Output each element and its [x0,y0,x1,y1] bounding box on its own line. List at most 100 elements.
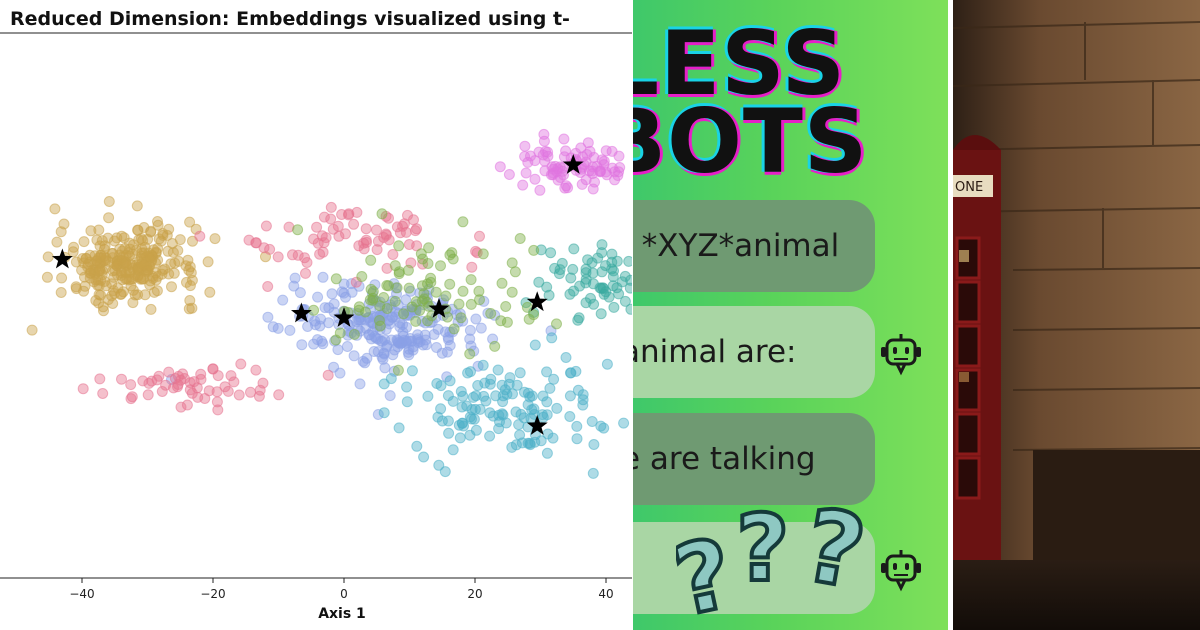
scatter-point [551,402,563,414]
scatter-point [260,220,272,232]
scatter-point [325,201,337,213]
scatter-point [300,267,311,279]
scatter-point [392,364,404,376]
scatter-point [168,382,179,394]
scatter-point [557,162,569,174]
scatter-point [420,339,432,351]
scatter-point [465,274,477,286]
scatter-point [389,260,401,272]
scatter-point [466,261,478,273]
scatter-point [137,235,149,246]
scatter-point [222,385,234,397]
scatter-point [474,294,485,306]
scatter-point [538,135,550,147]
scatter-point [88,276,100,288]
scatter-point [358,243,370,255]
scatter-point [511,379,523,391]
scatter-point [411,223,423,235]
scatter-point [381,280,393,291]
scatter-point [587,467,599,479]
scatter-point [334,367,346,379]
scatter-point [68,241,80,253]
scatter-point [348,218,360,230]
scatter-point [462,367,474,379]
scatter-point [586,416,598,427]
chat-bubble-3: e are talking [633,413,875,505]
scatter-point [372,346,384,358]
scatter-point [608,265,619,277]
scatter-point [186,302,198,314]
scatter-point [435,380,447,392]
scatter-point [398,308,409,320]
scatter-point [504,372,516,384]
scatter-point [131,200,143,212]
scatter-point [186,274,198,286]
x-tick-label: −40 [69,587,94,601]
scatter-point [564,411,576,422]
scatter-point [314,248,326,260]
scatter-point [376,208,388,220]
scatter-point [360,306,371,318]
scatter-point [253,390,265,402]
scatter-point [174,234,186,246]
scatter-point [457,285,469,297]
scatter-point [272,251,284,263]
scatter-point [425,276,437,288]
scatter-point [496,277,508,289]
scatter-point [133,234,145,246]
scatter-point [618,417,630,429]
booth-sign [953,175,993,197]
scatter-point [600,286,612,298]
scatter-point [138,222,150,233]
chat-bubble-2-text: animal are: [633,334,797,370]
scatter-point [381,303,393,314]
scatter-point [457,390,469,402]
scatter-point [485,308,497,319]
scatter-point [559,182,571,194]
scatter-point [560,352,572,363]
scatter-point [354,378,366,390]
scatter-point [371,224,382,236]
svg-text:?: ? [676,517,742,618]
scatter-point [493,423,505,435]
svg-text:?: ? [736,498,789,602]
scatter-point [283,221,295,233]
scatter-point [78,285,90,297]
scatter-point [82,261,94,273]
question-marks-icon: ? ? ? [676,498,875,618]
scatter-point [525,412,537,424]
scatter-point [152,219,164,231]
scatter-point [565,367,576,379]
scatter-point [544,382,556,394]
scatter-point [330,334,342,346]
scatter-point [126,391,138,403]
scatter-point [326,288,338,300]
scatter-point [49,203,61,215]
scatter-point [520,167,532,179]
scatter-point [457,216,469,228]
x-axis-ticks: −40 −20 0 20 40 [69,578,614,601]
scatter-point [121,273,133,285]
booth-sign-text: ONE [955,180,983,195]
scatter-point [529,173,541,185]
chatbot-graphic-panel: LESS BOTS f *XYZ*animal animal are: e ar… [633,0,948,630]
scatter-point [588,439,600,450]
scatter-point [564,288,576,300]
scatter-point [245,386,256,398]
scatter-point [328,298,340,310]
scatter-point [522,387,534,399]
scatter-point [411,440,423,452]
scatter-point [406,301,418,313]
scatter-point [425,272,437,284]
scatter-point [175,374,187,386]
centroid-star [526,291,548,312]
scatter-point [510,439,522,451]
scatter-point [312,291,324,303]
scatter-point [376,351,388,363]
scatter-point [596,154,608,166]
scatter-point [519,140,531,152]
scatter-point [288,280,300,292]
scatter-point [548,373,560,385]
scatter-point [407,341,419,353]
scatter-point [455,312,467,324]
